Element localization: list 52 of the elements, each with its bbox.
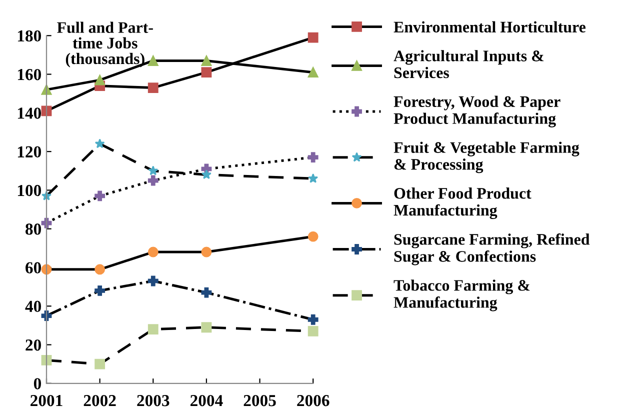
point bbox=[201, 67, 212, 78]
x-tick-label: 2006 bbox=[297, 394, 330, 406]
point bbox=[148, 166, 158, 176]
point bbox=[308, 32, 318, 43]
point bbox=[201, 287, 212, 298]
point bbox=[41, 264, 52, 275]
point bbox=[148, 56, 158, 66]
point bbox=[148, 246, 158, 258]
x-tick-label: 2001 bbox=[30, 394, 62, 406]
y-tick-label: 140 bbox=[18, 108, 42, 119]
y-tick-label: 20 bbox=[26, 339, 42, 351]
point bbox=[94, 74, 106, 86]
point bbox=[308, 231, 318, 242]
legend-label: Sugarcane Farming, Refined Sugar & Confections bbox=[394, 233, 590, 266]
legend-label: Tobacco Farming & Manufacturing bbox=[394, 280, 530, 312]
y-tick-label: 60 bbox=[26, 262, 42, 274]
point bbox=[94, 285, 106, 296]
y-tick-label: 0 bbox=[34, 378, 42, 390]
legend-label: Other Food Product Manufacturing bbox=[394, 188, 532, 220]
y-tick-label: 180 bbox=[18, 30, 42, 42]
point bbox=[308, 314, 318, 325]
y-tick-label: 40 bbox=[25, 300, 42, 312]
y-tick-label: 100 bbox=[18, 184, 42, 196]
y-tick-label: 80 bbox=[26, 224, 42, 235]
x-tick-label: 2003 bbox=[137, 394, 170, 406]
point bbox=[201, 246, 212, 258]
point bbox=[201, 322, 212, 333]
point bbox=[201, 170, 212, 180]
point bbox=[201, 56, 212, 66]
legend-label: Fruit & Vegetable Farming & Processing bbox=[394, 142, 580, 174]
point bbox=[94, 138, 105, 148]
point bbox=[148, 324, 158, 334]
x-tick-label: 2004 bbox=[190, 394, 223, 406]
y-tick-label: 160 bbox=[18, 68, 42, 80]
point bbox=[94, 190, 106, 202]
legend-label: Agricultural Inputs & Services bbox=[394, 50, 544, 78]
point bbox=[148, 276, 158, 286]
point bbox=[41, 84, 52, 95]
point bbox=[94, 264, 106, 275]
point bbox=[94, 358, 106, 370]
point bbox=[308, 152, 318, 163]
legend-label: Environmental Horticulture bbox=[394, 21, 586, 33]
y-tick-label: 120 bbox=[18, 146, 42, 158]
y-axis-title: Full and Part- time Jobs (thousands) bbox=[57, 22, 153, 68]
point bbox=[148, 175, 158, 186]
point bbox=[308, 173, 318, 183]
x-tick-label: 2002 bbox=[84, 394, 116, 406]
legend-label: Forestry, Wood & Paper Product Manufacturing bbox=[394, 96, 560, 128]
x-tick-label: 2005 bbox=[244, 394, 276, 406]
point bbox=[308, 326, 318, 336]
point bbox=[308, 67, 318, 78]
point bbox=[148, 82, 158, 93]
